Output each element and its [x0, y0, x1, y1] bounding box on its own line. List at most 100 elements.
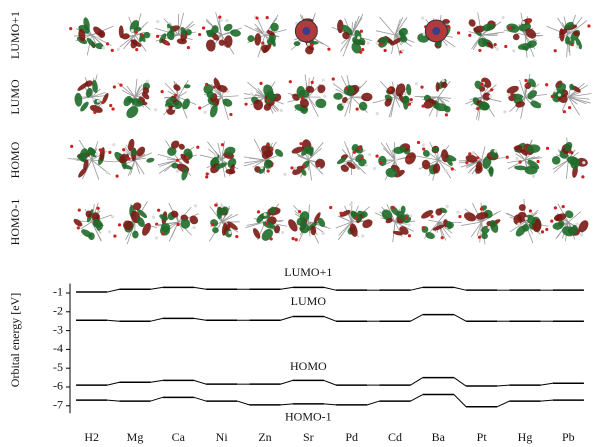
atom [204, 111, 207, 114]
row-label: LUMO [8, 79, 22, 115]
atom [358, 147, 361, 150]
atom [266, 143, 269, 146]
atom [141, 33, 144, 36]
atom [568, 34, 571, 37]
atom [298, 210, 301, 213]
atom [408, 103, 411, 106]
atom [468, 152, 471, 155]
atom [176, 223, 179, 226]
x-tick-label: H2 [84, 430, 99, 444]
atom [280, 109, 283, 112]
x-tick-label: Ni [216, 430, 229, 444]
atom [504, 45, 507, 48]
atom [260, 166, 263, 169]
atom [417, 141, 420, 144]
atom [360, 30, 363, 33]
series-label: HOMO-1 [285, 410, 332, 424]
atom [205, 83, 208, 86]
atom [563, 110, 566, 113]
atom [480, 207, 483, 210]
atom [388, 88, 391, 91]
atom [551, 95, 554, 98]
atom [299, 142, 302, 145]
y-tick-label: -1 [53, 285, 63, 299]
atom [415, 82, 418, 85]
atom [406, 158, 409, 161]
atom [408, 234, 411, 237]
atom [152, 216, 155, 219]
atom [576, 45, 579, 48]
atom [480, 83, 483, 86]
atom [420, 86, 423, 89]
atom [112, 143, 115, 146]
atom [205, 175, 208, 178]
atom [311, 81, 314, 84]
atom [545, 83, 548, 86]
atom [266, 16, 269, 19]
atom [345, 87, 348, 90]
atom [297, 225, 300, 228]
atom [554, 49, 557, 52]
x-tick-label: Hg [518, 430, 533, 444]
atom [174, 94, 177, 97]
atom [111, 107, 114, 110]
atom [301, 96, 304, 99]
atom [408, 223, 411, 226]
atom [478, 49, 481, 52]
atom [508, 26, 511, 29]
atom [198, 106, 201, 109]
atom [108, 230, 111, 233]
atom [471, 152, 474, 155]
atom [465, 161, 468, 164]
atom [124, 151, 127, 154]
x-tick-label: Ca [172, 430, 186, 444]
atom [106, 171, 109, 174]
atom [458, 215, 461, 218]
atom [267, 99, 270, 102]
atom [494, 150, 497, 153]
atom [154, 108, 157, 111]
atom [221, 143, 224, 146]
atom [430, 215, 433, 218]
atom [92, 97, 95, 100]
atom [78, 209, 81, 212]
atom [229, 113, 232, 116]
x-tick-label: Ba [432, 430, 446, 444]
atom [322, 78, 325, 81]
atom [117, 48, 120, 51]
y-tick-label: -7 [53, 398, 63, 412]
atom [111, 49, 114, 52]
atom [507, 93, 510, 96]
atom [359, 51, 362, 54]
atom [109, 104, 112, 107]
y-tick-label: -4 [53, 341, 63, 355]
x-tick-label: Mg [127, 430, 144, 444]
atom [111, 215, 114, 218]
atom [157, 209, 160, 212]
atom [307, 43, 310, 46]
atom [376, 42, 379, 45]
atom [451, 167, 454, 170]
atom [214, 154, 217, 157]
metal-core [302, 27, 310, 35]
atom [368, 153, 371, 156]
atom [410, 98, 413, 101]
atom [106, 42, 109, 45]
atom [292, 237, 295, 240]
atom [165, 42, 168, 45]
atom [318, 167, 321, 170]
atom [257, 210, 260, 213]
atom [218, 16, 221, 19]
atom [135, 48, 138, 51]
atom [442, 79, 445, 82]
atom [310, 43, 313, 46]
atom [261, 41, 264, 44]
atom [349, 203, 352, 206]
atom [102, 46, 105, 49]
atom [332, 77, 335, 80]
atom [193, 226, 196, 229]
atom [550, 220, 553, 223]
atom [70, 145, 73, 148]
atom [405, 216, 408, 219]
atom [321, 232, 324, 235]
